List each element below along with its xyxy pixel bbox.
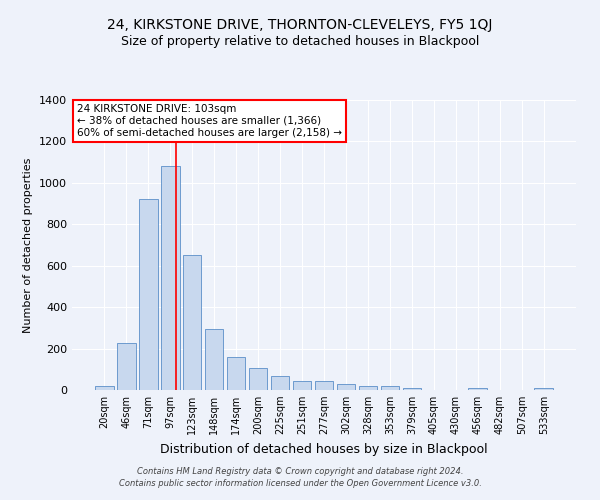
Bar (469, 388, 487, 390)
Bar (337, 384, 355, 390)
Bar (535, 388, 553, 390)
Text: Size of property relative to detached houses in Blackpool: Size of property relative to detached ho… (121, 35, 479, 48)
Bar (227, 357, 245, 390)
Bar (249, 368, 268, 390)
Bar (380, 386, 399, 390)
Text: Contains HM Land Registry data © Crown copyright and database right 2024.
Contai: Contains HM Land Registry data © Crown c… (119, 466, 481, 487)
Bar (314, 380, 334, 390)
Text: 24, KIRKSTONE DRIVE, THORNTON-CLEVELEYS, FY5 1QJ: 24, KIRKSTONE DRIVE, THORNTON-CLEVELEYS,… (107, 18, 493, 32)
X-axis label: Distribution of detached houses by size in Blackpool: Distribution of detached houses by size … (160, 442, 488, 456)
Bar (139, 200, 158, 390)
Bar (205, 329, 223, 390)
Bar (183, 256, 202, 390)
Bar (293, 380, 311, 390)
Bar (403, 388, 421, 390)
Bar (359, 386, 377, 390)
Bar (95, 386, 113, 390)
Bar (271, 376, 289, 390)
Y-axis label: Number of detached properties: Number of detached properties (23, 158, 34, 332)
Text: 24 KIRKSTONE DRIVE: 103sqm
← 38% of detached houses are smaller (1,366)
60% of s: 24 KIRKSTONE DRIVE: 103sqm ← 38% of deta… (77, 104, 342, 138)
Bar (117, 344, 136, 390)
Bar (161, 166, 179, 390)
